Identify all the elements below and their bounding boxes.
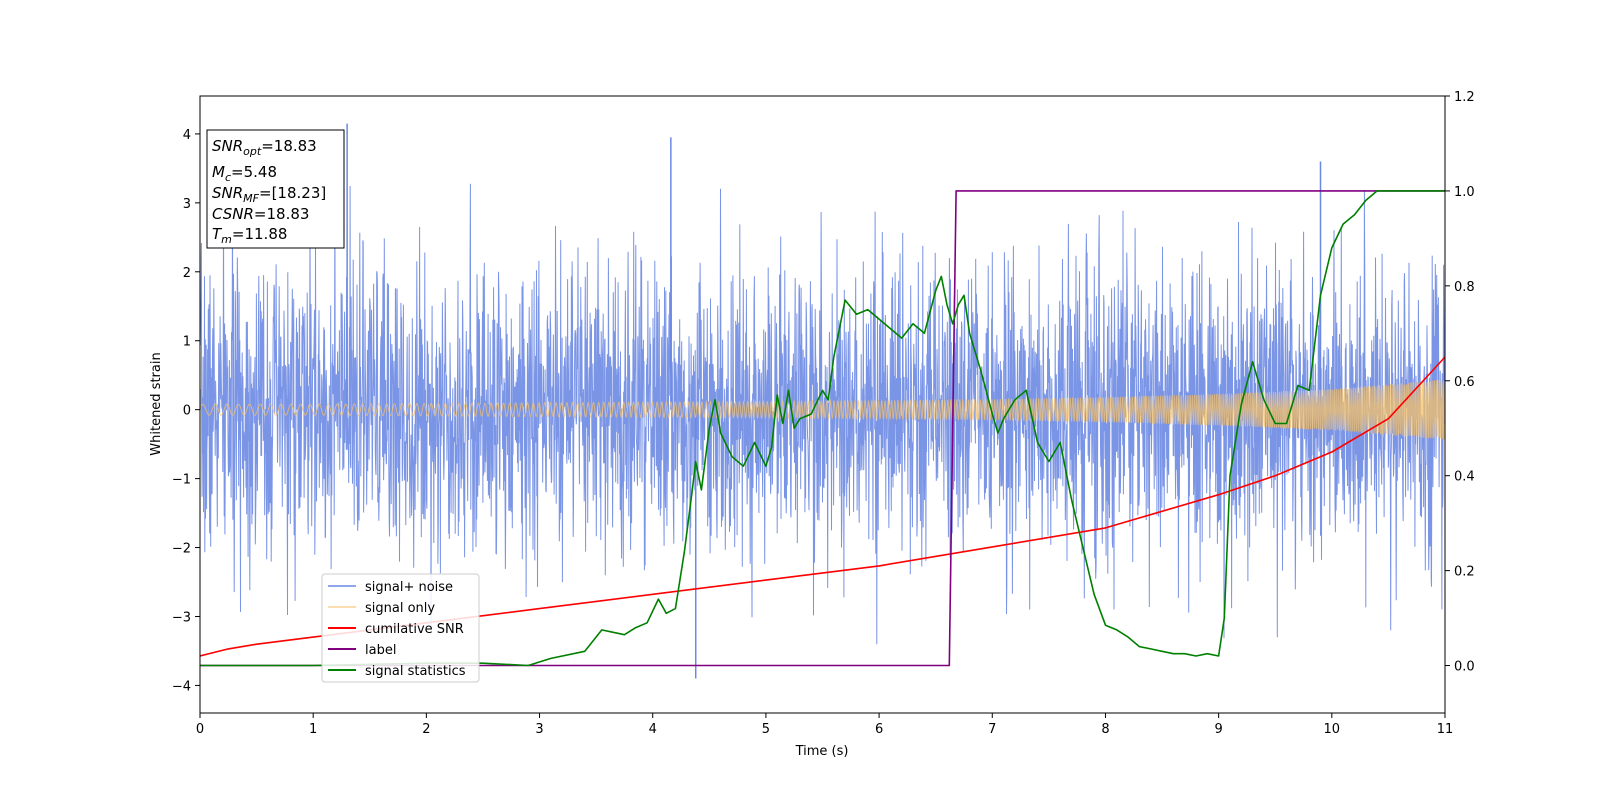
y-right-tick-label: 1.2 xyxy=(1454,90,1475,105)
y-left-tick-label: −4 xyxy=(172,679,191,694)
x-tick-label: 0 xyxy=(196,722,204,737)
legend: signal+ noise signal only cumilative SNR la… xyxy=(321,573,480,683)
x-tick-label: 1 xyxy=(309,722,317,737)
y-right-tick-label: 0.2 xyxy=(1454,565,1475,580)
y-left-tick-label: −1 xyxy=(172,473,191,488)
stat-line: CSNR=18.83 xyxy=(212,205,309,223)
x-axis: 0 1 2 3 4 5 6 7 8 9 10 11 xyxy=(196,713,1453,737)
y-axis-right: 0.0 0.2 0.4 0.6 0.8 1.0 1.2 xyxy=(1445,90,1475,675)
series-signal-statistics xyxy=(200,190,1445,667)
plot-frame xyxy=(199,95,1446,714)
x-tick-label: 5 xyxy=(762,722,770,737)
legend-entry-label: label xyxy=(365,643,396,658)
series-cumulative-snr xyxy=(200,356,1445,657)
x-tick-label: 6 xyxy=(875,722,883,737)
y-axis-label: Whitened strain xyxy=(149,352,164,455)
x-tick-label: 11 xyxy=(1437,722,1454,737)
y-left-tick-label: 0 xyxy=(183,404,191,419)
y-left-tick-label: 2 xyxy=(183,266,191,281)
y-left-tick-label: 1 xyxy=(183,335,191,350)
stat-line: Mc=5.48 xyxy=(212,163,277,184)
y-left-tick-label: −3 xyxy=(172,610,191,625)
x-tick-label: 10 xyxy=(1324,722,1341,737)
stat-line: SNRopt=18.83 xyxy=(212,137,317,158)
y-right-tick-label: 0.8 xyxy=(1454,280,1475,295)
series-signal-noise xyxy=(200,183,1445,645)
x-tick-label: 4 xyxy=(649,722,657,737)
x-axis-label: Time (s) xyxy=(795,744,849,759)
stats-annotation: SNRopt=18.83 Mc=5.48SNRMF=[18.23]CSNR=18.… xyxy=(206,129,345,249)
legend-frame xyxy=(321,573,480,683)
legend-entry-label: signal only xyxy=(365,601,435,616)
x-tick-label: 9 xyxy=(1214,722,1222,737)
series-layer xyxy=(200,123,1445,679)
legend-entry-label: signal+ noise xyxy=(365,580,453,595)
stat-line: SNRMF=[18.23] xyxy=(212,184,326,205)
legend-entry-label: cumilative SNR xyxy=(365,622,464,637)
legend-entry-label: signal statistics xyxy=(365,664,466,679)
x-tick-label: 2 xyxy=(422,722,430,737)
y-right-tick-label: 0.0 xyxy=(1454,660,1475,675)
y-axis-left: −4 −3 −2 −1 0 1 2 3 4 xyxy=(172,128,200,694)
x-tick-label: 7 xyxy=(988,722,996,737)
x-tick-label: 3 xyxy=(535,722,543,737)
stats-box xyxy=(206,129,345,249)
x-tick-label: 8 xyxy=(1101,722,1109,737)
series-signal-only xyxy=(200,379,1445,440)
y-right-tick-label: 1.0 xyxy=(1454,185,1475,200)
stat-line: Tm=11.88 xyxy=(212,225,287,246)
y-left-tick-label: 4 xyxy=(183,128,191,143)
y-right-tick-label: 0.4 xyxy=(1454,470,1475,485)
y-left-tick-label: 3 xyxy=(183,197,191,212)
series-label xyxy=(200,190,1445,667)
y-right-tick-label: 0.6 xyxy=(1454,375,1475,390)
y-left-tick-label: −2 xyxy=(172,542,191,557)
